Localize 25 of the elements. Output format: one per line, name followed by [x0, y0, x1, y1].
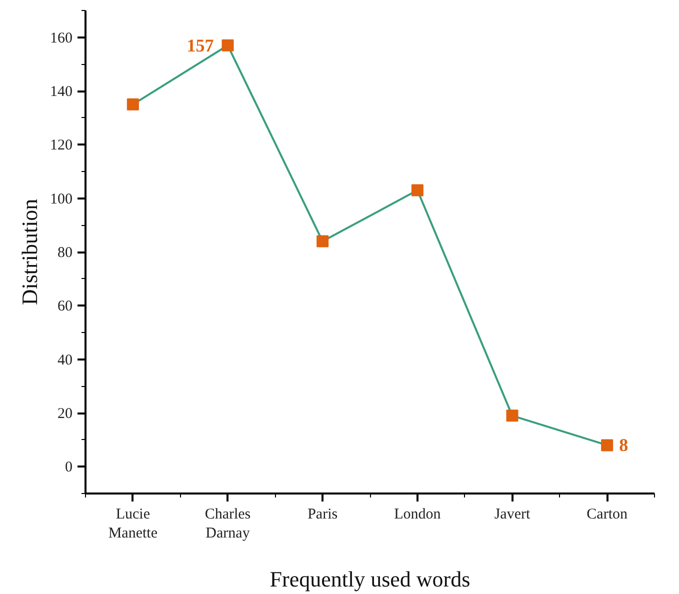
- y-tick-label: 40: [58, 352, 72, 368]
- x-axis-title: Frequently used words: [270, 566, 470, 592]
- x-tick-label: Javert: [494, 506, 531, 522]
- x-tick-label: Charles Darnay: [204, 506, 251, 542]
- y-tick-label: 60: [58, 298, 72, 315]
- data-label: 157: [186, 35, 214, 56]
- x-tick-label: London: [394, 506, 442, 522]
- y-tick-label: 0: [65, 460, 72, 476]
- y-tick-label: 140: [50, 84, 72, 100]
- data-label: 8: [619, 435, 628, 456]
- point: [316, 235, 329, 248]
- y-tick-label: 160: [50, 30, 72, 46]
- point: [222, 39, 234, 52]
- y-tick-label: 120: [50, 138, 72, 154]
- point: [601, 439, 614, 452]
- y-tick-label: 100: [50, 191, 72, 208]
- x-tick-label: Lucie Manette: [108, 506, 158, 542]
- x-tick-label: Carton: [586, 506, 628, 522]
- y-tick-label: 80: [58, 245, 72, 261]
- y-axis-title: Distribution: [17, 198, 42, 306]
- point: [506, 410, 518, 422]
- x-tick-label: Paris: [308, 506, 338, 522]
- point: [126, 98, 139, 110]
- point: [411, 184, 424, 196]
- y-tick-label: 20: [58, 406, 72, 422]
